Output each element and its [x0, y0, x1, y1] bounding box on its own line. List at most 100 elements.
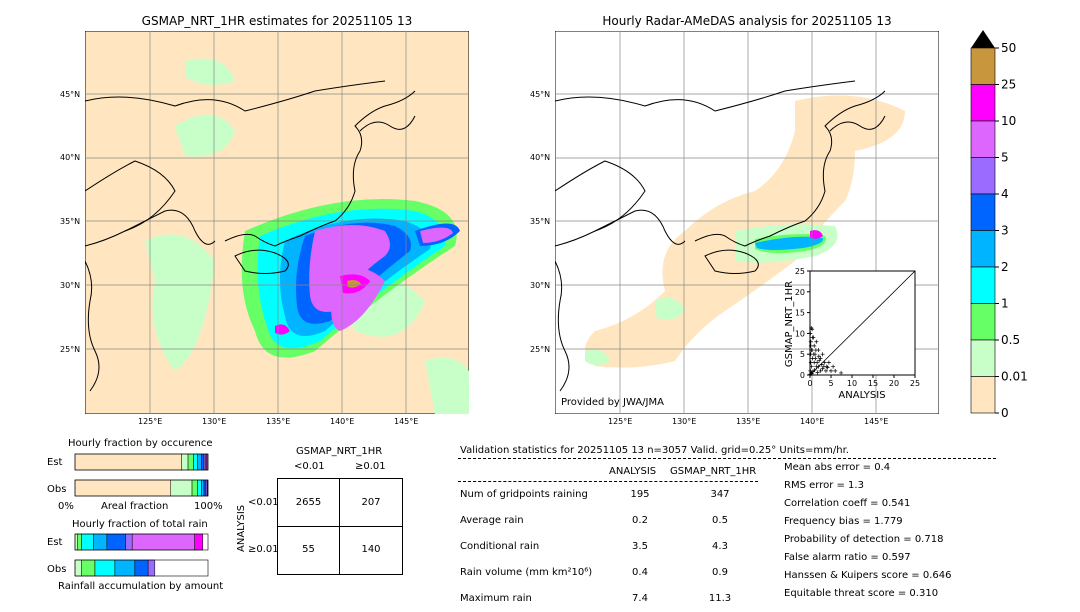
scatter-ytick-label: 0 — [800, 371, 805, 380]
occurrence-tick-100: 100% — [194, 501, 223, 512]
stats-divider — [458, 458, 996, 459]
scatter-ytick-label: 10 — [795, 329, 805, 338]
scatter-point — [823, 368, 828, 373]
stacked-bar-outline — [74, 533, 209, 551]
stats-col-gsmap: GSMAP_NRT_1HR — [670, 466, 757, 477]
colorbar-box — [970, 303, 996, 341]
scatter-xtick-label: 15 — [868, 379, 878, 388]
colorbar-label: 3 — [1001, 224, 1009, 238]
stacked-segment — [114, 559, 136, 577]
scatter-point — [815, 370, 820, 375]
right-lat-label-30: 30°N — [530, 281, 551, 290]
scatter-point — [822, 360, 827, 365]
scatter-point — [812, 343, 817, 348]
scatter-point — [816, 364, 821, 369]
scatter-xticks: 0 5 10 15 20 25 — [807, 375, 920, 388]
rain-fraction-xlabel: Rainfall accumulation by amount — [58, 581, 224, 592]
stats-score: Frequency bias = 1.779 — [784, 516, 903, 527]
cell-miss: 55 — [302, 544, 315, 555]
left-coastlines — [85, 80, 416, 392]
scatter-point — [814, 339, 819, 344]
left-map-title: GSMAP_NRT_1HR estimates for 20251105 13 — [141, 14, 413, 28]
stats-score: Equitable threat score = 0.310 — [784, 588, 939, 599]
right-lon-label-125: 125°E — [608, 417, 633, 426]
left-map: 45°N — [85, 31, 469, 414]
stats-row-gsmap: 11.3 — [708, 593, 732, 604]
colorbar-box — [970, 84, 996, 122]
occurrence-obs-label: Obs — [47, 484, 67, 495]
scatter-point — [820, 366, 825, 371]
stats-score: False alarm ratio = 0.597 — [784, 552, 911, 563]
left-lat-label-25: 25°N — [60, 345, 81, 354]
scatter-point — [813, 348, 818, 353]
colorbar-box — [970, 120, 996, 158]
scatter-point — [819, 362, 824, 367]
colorbar-box — [970, 193, 996, 231]
left-map-grid — [85, 31, 469, 414]
left-lat-label-35: 35°N — [60, 217, 81, 226]
scatter-point — [809, 371, 814, 376]
colorbar-label: 10 — [1001, 114, 1016, 128]
right-lat-label-35: 35°N — [530, 217, 551, 226]
colorbar-box — [970, 157, 996, 195]
scatter-point — [825, 365, 830, 370]
contingency-row-ge: ≥0.01 — [248, 544, 279, 555]
left-magenta-rain — [275, 274, 370, 335]
colorbar-label: 0 — [1001, 406, 1009, 418]
contingency-col-lt: <0.01 — [294, 461, 325, 472]
left-lat-label-45: 45°N — [60, 90, 81, 99]
left-lon-label-140: 140°E — [330, 417, 355, 426]
colorbar-label: 0.01 — [1001, 370, 1028, 384]
scatter-point — [839, 370, 844, 375]
scatter-xtick-label: 20 — [889, 379, 899, 388]
stats-row-gsmap: 0.5 — [712, 515, 728, 526]
colorbar-box — [970, 230, 996, 268]
right-lat-label-45: 45°N — [530, 90, 551, 99]
colorbar-box — [970, 47, 996, 85]
stacked-segment — [134, 559, 149, 577]
contingency-row-label: ANALYSIS — [236, 504, 247, 552]
left-light-rain — [145, 58, 469, 414]
right-lon-label-140: 140°E — [800, 417, 825, 426]
scatter-ylabel: GSMAP_NRT_1HR — [784, 281, 795, 367]
stacked-segment — [187, 453, 194, 471]
stats-row-label: Average rain — [460, 515, 524, 526]
right-lon-label-135: 135°E — [736, 417, 761, 426]
stacked-segment — [74, 453, 182, 471]
scatter-point — [810, 348, 815, 353]
right-coastlines — [555, 80, 886, 392]
stats-row-analysis: 3.5 — [632, 541, 648, 552]
stacked-segment — [203, 479, 207, 497]
stacked-segment — [74, 479, 172, 497]
colorbar-label: 25 — [1001, 78, 1016, 92]
rain-fraction-bars — [74, 533, 209, 577]
stats-col-divider — [458, 481, 758, 482]
scatter-ytick-label: 25 — [795, 267, 805, 276]
scatter-point — [815, 360, 820, 365]
stacked-segment — [194, 533, 203, 551]
rain-fraction-title: Hourly fraction of total rain — [72, 519, 208, 530]
scatter-diagonal — [809, 270, 916, 376]
occurrence-bars — [74, 453, 209, 497]
right-lon-label-130: 130°E — [672, 417, 697, 426]
stats-row-label: Conditional rain — [460, 541, 540, 552]
colorbar-labels: 50 25 10 5 4 3 2 1 0.5 0.01 0 — [995, 41, 1028, 418]
scatter-point — [820, 352, 825, 357]
stacked-bar-outline — [74, 453, 209, 471]
stats-col-analysis: ANALYSIS — [609, 466, 657, 477]
stacked-segment — [74, 533, 78, 551]
left-lon-label-145: 145°E — [394, 417, 419, 426]
scatter-point — [811, 352, 816, 357]
scatter-point — [813, 356, 818, 361]
colorbar-label: 5 — [1001, 151, 1009, 165]
scatter-yticks: 0 5 10 15 20 25 — [795, 267, 810, 380]
stats-header: Validation statistics for 20251105 13 n=… — [460, 445, 849, 456]
contingency-col-ge: ≥0.01 — [355, 461, 386, 472]
stats-score: RMS error = 1.3 — [784, 480, 864, 491]
stacked-segment — [197, 453, 202, 471]
scatter-point — [809, 364, 814, 369]
scatter-point — [817, 358, 822, 363]
left-lon-label-130: 130°E — [202, 417, 227, 426]
cell-false-alarm: 207 — [361, 497, 381, 508]
scatter-point — [826, 360, 831, 365]
